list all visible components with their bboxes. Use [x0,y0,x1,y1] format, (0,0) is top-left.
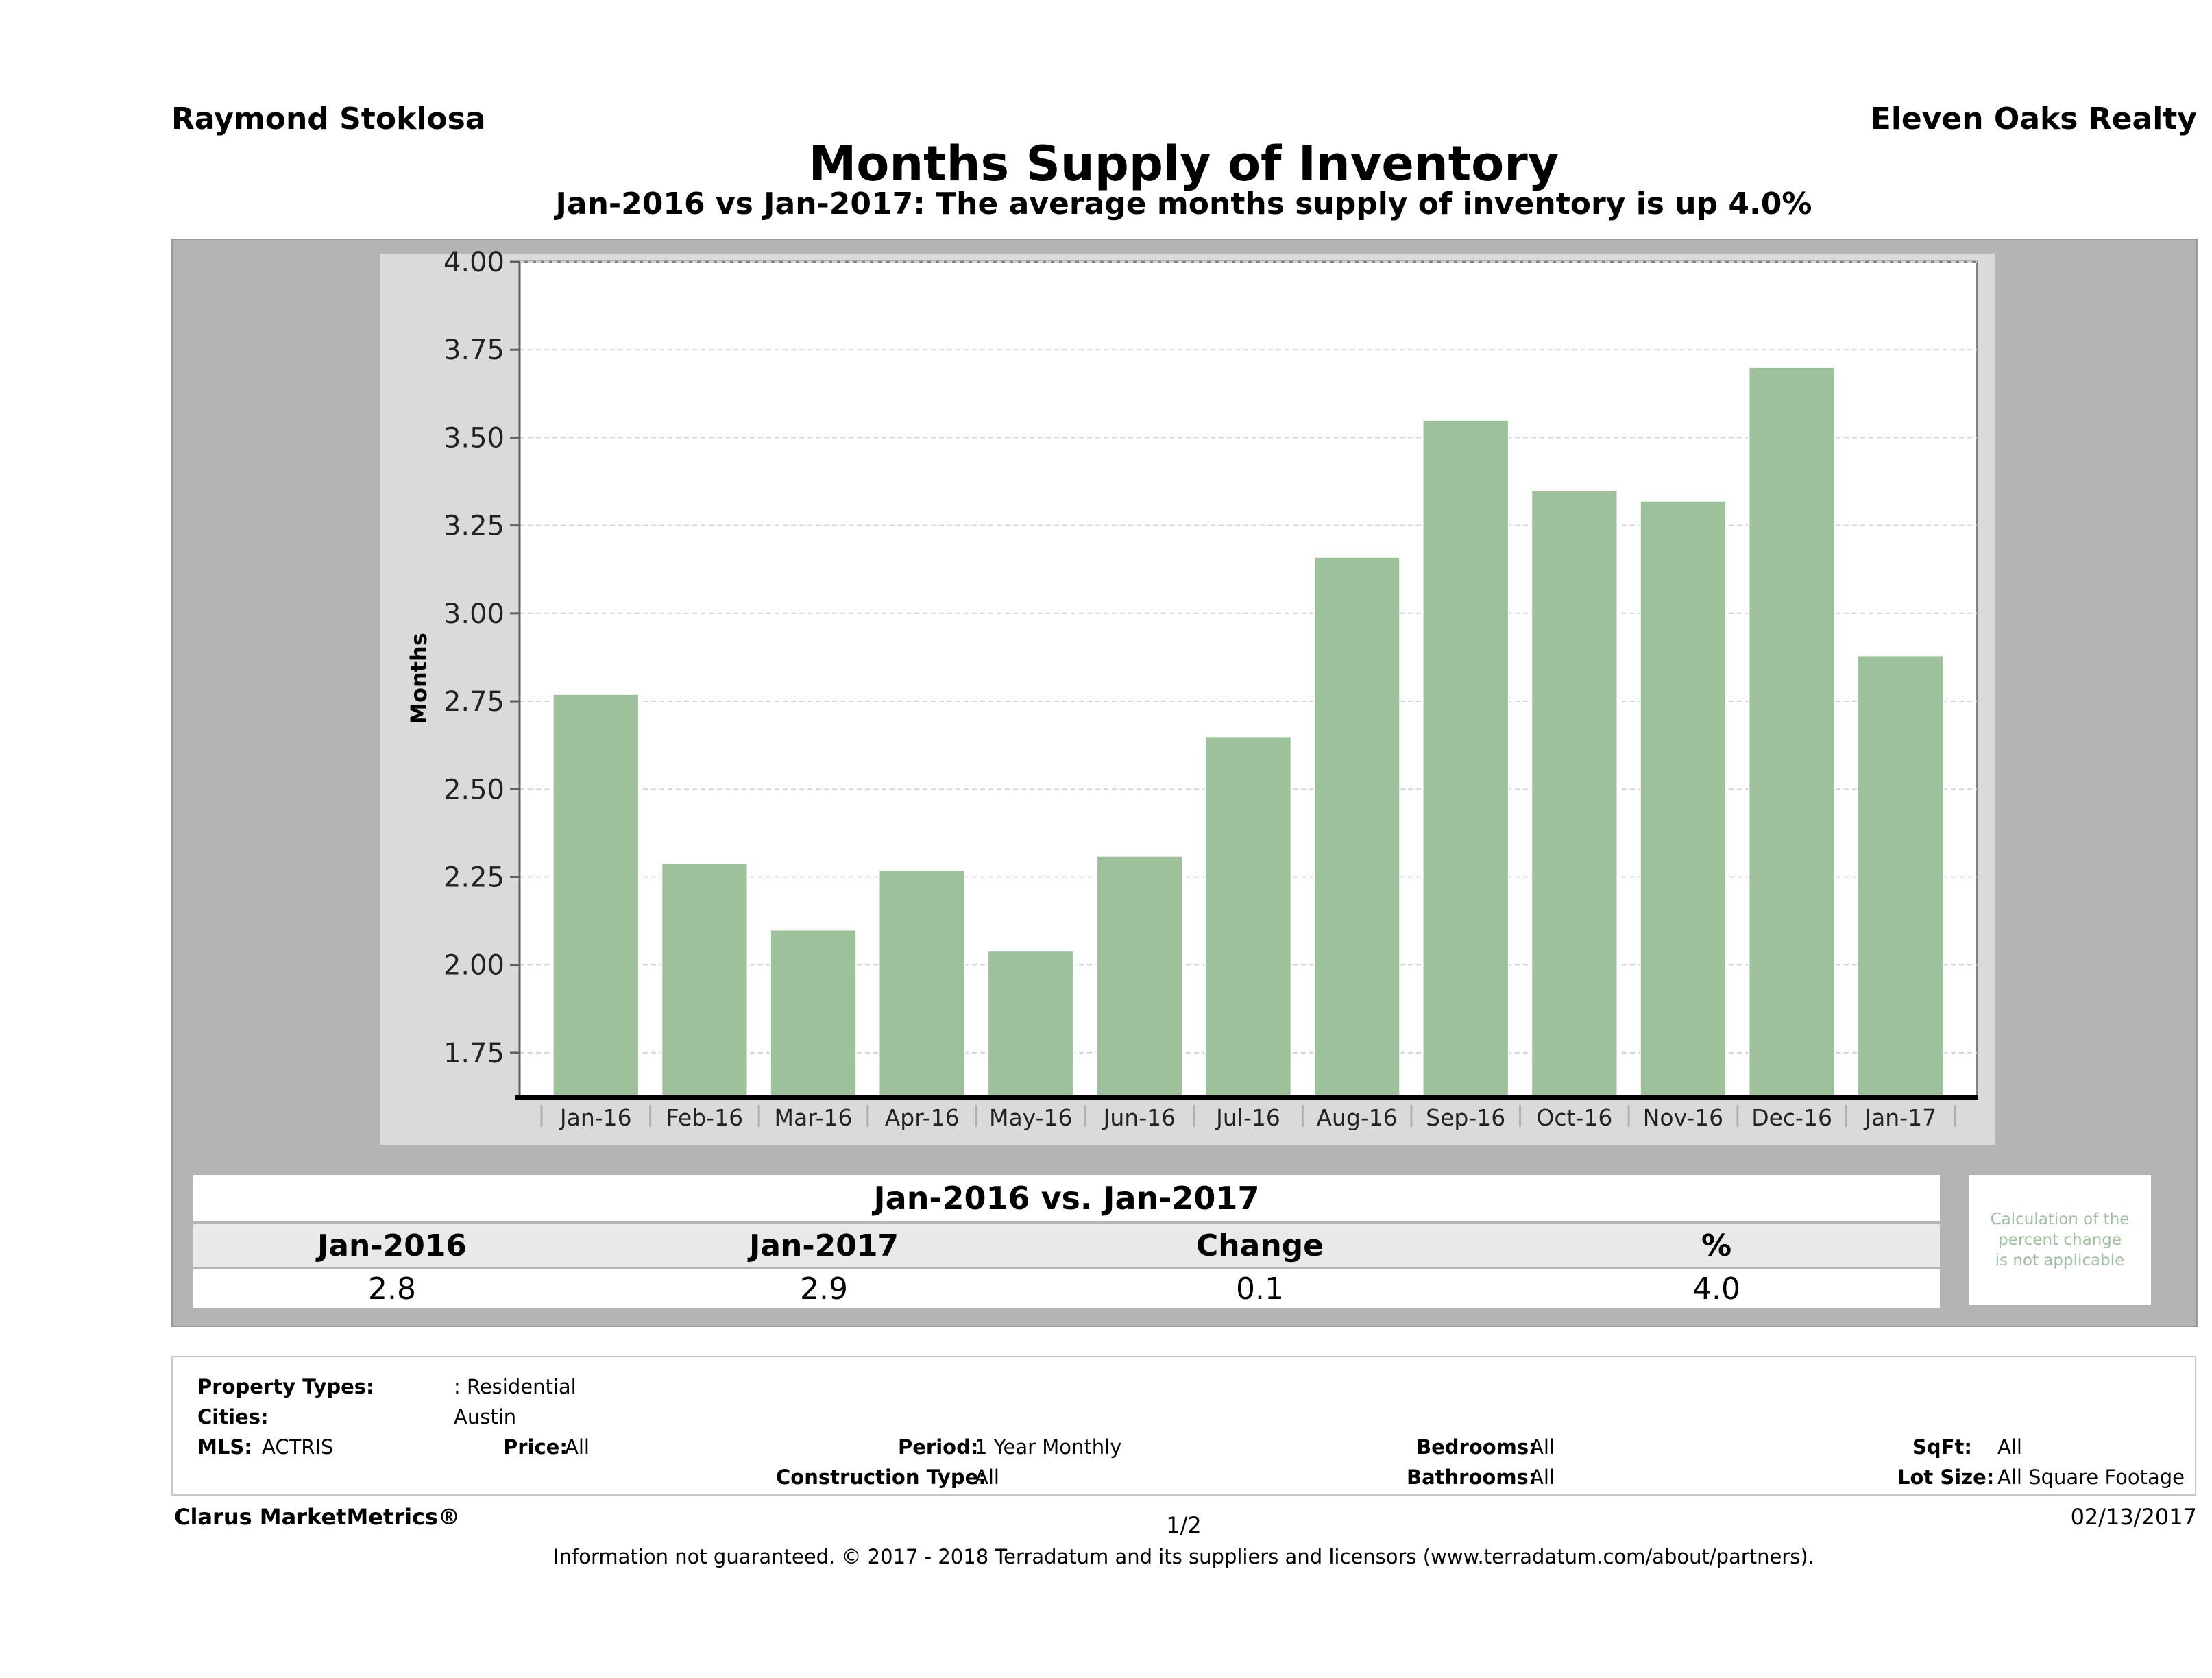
x-tick-label: Aug-16 [1316,1104,1397,1131]
bar-dec-16 [1748,366,1836,1097]
note-line-3: is not applicable [1995,1252,2125,1269]
x-tick-label: Apr-16 [885,1104,960,1131]
y-tick-label: 2.00 [443,950,505,982]
x-tick-label: Jan-16 [559,1104,632,1131]
note-line-1: Calculation of the [1990,1211,2130,1228]
construction-type-label: Construction Type: [776,1466,986,1489]
x-tick-label: May-16 [989,1104,1073,1131]
y-tick-label: 3.00 [443,598,505,630]
bar-mar-16 [769,929,858,1098]
y-tick-label: 2.75 [443,686,505,718]
x-tick-label: Feb-16 [666,1104,743,1131]
x-tick-label: Dec-16 [1751,1104,1832,1131]
report-date: 02/13/2017 [2070,1504,2197,1530]
bar-chart: 1.75 2.00 2.25 2.50 2.75 3.00 3.25 3.50 3.75 4.00… [406,247,1978,1131]
chart-subtitle: Jan-2016 vs Jan-2017: The average months… [555,186,1812,221]
bathrooms-label: Bathrooms: [1407,1466,1537,1489]
bedrooms-label: Bedrooms: [1416,1435,1537,1459]
bar-jan-17 [1857,655,1945,1097]
x-tick-label: Jul-16 [1215,1104,1280,1131]
sqft-value: All [1997,1435,2022,1459]
y-tick-label: 3.25 [443,511,505,542]
y-axis-label: Months [406,633,432,725]
header-percent: % [1701,1228,1732,1263]
chart-title: Months Supply of Inventory [808,136,1559,192]
summary-title: Jan-2016 vs. Jan-2017 [193,1175,1940,1221]
bar-oct-16 [1531,489,1618,1097]
y-tick-label: 1.75 [443,1038,505,1069]
cities-label: Cities: [197,1405,269,1428]
x-axis: Jan-16 Feb-16 Mar-16 Apr-16 May-16 Jun-16 Jul-… [515,1095,1978,1131]
x-tick-label: Mar-16 [775,1104,853,1131]
value-change: 0.1 [1236,1271,1284,1306]
header-change: Change [1196,1228,1324,1263]
summary-header-row: Jan-2016 Jan-2017 Change % [193,1224,1940,1267]
y-tick-label: 3.75 [443,335,505,366]
bar-nov-16 [1639,500,1727,1097]
agent-name: Raymond Stoklosa [171,101,486,136]
construction-type-value: All [975,1466,999,1489]
y-tick-label: 4.00 [443,247,505,278]
x-tick-label: Sep-16 [1426,1104,1505,1131]
value-percent: 4.0 [1692,1271,1740,1306]
bathrooms-value: All [1530,1466,1555,1489]
property-types-label: Property Types: [197,1375,374,1398]
bar-feb-16 [661,862,749,1097]
summary-value-row: 2.8 2.9 0.1 4.0 [193,1269,1940,1308]
note-line-2: percent change [1997,1231,2122,1249]
page-number: 1/2 [1166,1512,1202,1538]
disclaimer: Information not guaranteed. © 2017 - 201… [553,1545,1814,1568]
bedrooms-value: All [1530,1435,1555,1459]
property-types-value: : Residential [454,1375,576,1398]
bar-sep-16 [1422,419,1509,1097]
x-tick-label: Jun-16 [1102,1104,1176,1131]
y-axis: 1.75 2.00 2.25 2.50 2.75 3.00 3.25 3.50 3.75 4.00 [443,247,521,1097]
brand-name: Clarus MarketMetrics® [174,1504,461,1530]
period-label: Period: [898,1435,979,1459]
cities-value: Austin [454,1405,517,1428]
lot-size-label: Lot Size: [1897,1466,1995,1489]
bars [552,366,1945,1098]
value-jan-2017: 2.9 [800,1271,848,1306]
bar-may-16 [987,950,1075,1097]
x-tick-label: Oct-16 [1536,1104,1612,1131]
bar-aug-16 [1313,556,1401,1097]
bar-jul-16 [1204,735,1292,1097]
sqft-label: SqFt: [1912,1435,1972,1459]
x-tick-label: Jan-17 [1863,1104,1936,1131]
bar-apr-16 [878,869,966,1097]
period-value: 1 Year Monthly [975,1435,1122,1459]
header-jan-2016: Jan-2016 [317,1228,467,1263]
filters-panel: Property Types: : Residential Cities: Au… [171,1356,2196,1496]
bar-jun-16 [1095,855,1184,1097]
y-tick-label: 2.25 [443,862,505,893]
bar-jan-16 [552,693,640,1097]
value-jan-2016: 2.8 [368,1271,416,1306]
price-value: All [565,1435,590,1459]
lot-size-value: All Square Footage [1997,1466,2185,1489]
price-label: Price: [503,1435,568,1459]
header-jan-2017: Jan-2017 [749,1228,899,1263]
y-tick-label: 3.50 [443,422,505,454]
company-name: Eleven Oaks Realty [1870,101,2197,136]
mls-label: MLS: [197,1435,252,1459]
percent-change-note: Calculation of the percent change is not… [1969,1175,2151,1305]
mls-value: ACTRIS [262,1435,334,1459]
y-tick-label: 2.50 [443,774,505,805]
x-tick-label: Nov-16 [1643,1104,1723,1131]
